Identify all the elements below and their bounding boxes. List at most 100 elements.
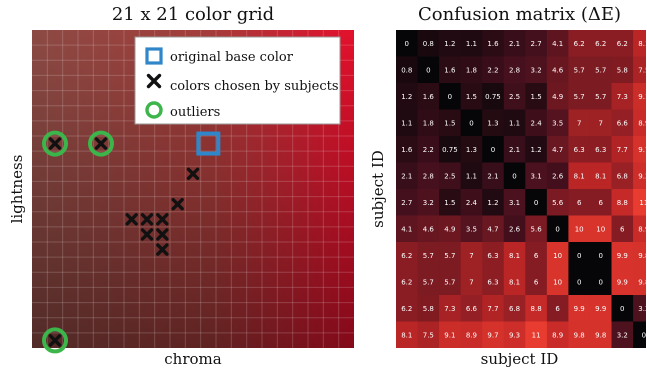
chosen-color-marker bbox=[140, 213, 154, 226]
matrix-cell bbox=[396, 56, 419, 84]
matrix-cell bbox=[568, 30, 591, 57]
matrix-cell-label: 9.8 bbox=[638, 278, 647, 286]
matrix-cell-label: 7.3 bbox=[617, 93, 628, 101]
matrix-cell-label: 8.9 bbox=[466, 331, 477, 339]
matrix-cell-label: 6.2 bbox=[617, 40, 628, 48]
matrix-cell-label: 1.5 bbox=[466, 93, 477, 101]
matrix-cell-label: 1.1 bbox=[466, 40, 477, 48]
matrix-cell-label: 10 bbox=[596, 225, 605, 233]
legend-outliers-symbol bbox=[145, 101, 163, 119]
matrix-cell bbox=[503, 109, 526, 137]
matrix-cell-label: 1.5 bbox=[444, 119, 455, 127]
matrix-cell bbox=[611, 30, 634, 57]
matrix-cell-label: 6 bbox=[620, 225, 625, 233]
matrix-cell-label: 3.5 bbox=[552, 119, 563, 127]
matrix-cell-label: 3.1 bbox=[531, 172, 542, 180]
matrix-cell bbox=[439, 242, 462, 269]
matrix-cell bbox=[633, 83, 646, 110]
matrix-x-axis-label: subject ID bbox=[480, 350, 559, 368]
matrix-cell bbox=[611, 242, 634, 269]
matrix-cell bbox=[417, 295, 440, 322]
matrix-cell-label: 8.1 bbox=[509, 278, 520, 286]
matrix-cell bbox=[396, 215, 419, 243]
matrix-cell-label: 9.9 bbox=[617, 278, 628, 286]
matrix-cell-label: 0 bbox=[555, 225, 559, 233]
matrix-cell bbox=[439, 295, 462, 322]
matrix-cell-label: 4.9 bbox=[552, 93, 563, 101]
outlier-marker bbox=[42, 327, 68, 354]
matrix-cell-label: 6 bbox=[577, 199, 582, 207]
matrix-cell-label: 1.1 bbox=[401, 119, 412, 127]
matrix-cell-label: 4.6 bbox=[552, 66, 564, 74]
matrix-cell-label: 3.1 bbox=[509, 199, 520, 207]
matrix-cell-label: 0 bbox=[405, 40, 409, 48]
matrix-cell bbox=[503, 56, 526, 84]
matrix-cell bbox=[525, 215, 548, 243]
matrix-cell-label: 5.8 bbox=[423, 305, 434, 313]
legend-outliers-label: outliers bbox=[170, 105, 220, 120]
matrix-cell bbox=[460, 83, 483, 110]
matrix-cell-label: 2.4 bbox=[466, 199, 478, 207]
matrix-cell bbox=[417, 242, 440, 269]
matrix-cell bbox=[460, 56, 483, 84]
matrix-cell bbox=[589, 30, 613, 57]
matrix-cell bbox=[589, 215, 613, 243]
matrix-cell bbox=[439, 215, 462, 243]
matrix-cell-label: 6 bbox=[534, 252, 539, 260]
matrix-cell bbox=[503, 162, 526, 190]
matrix-cell-label: 1.1 bbox=[466, 172, 477, 180]
matrix-cell-label: 1.5 bbox=[444, 199, 455, 207]
matrix-cell bbox=[546, 295, 569, 322]
legend-chosen-label: colors chosen by subjects bbox=[170, 79, 339, 94]
matrix-cell bbox=[439, 56, 462, 84]
matrix-cell-label: 7 bbox=[577, 119, 581, 127]
matrix-cell bbox=[633, 109, 646, 137]
matrix-cell bbox=[525, 295, 548, 322]
matrix-cell-label: 8.9 bbox=[638, 119, 647, 127]
matrix-cell bbox=[460, 136, 483, 163]
chosen-color-marker bbox=[156, 213, 169, 226]
matrix-cell bbox=[633, 268, 646, 296]
matrix-cell bbox=[611, 295, 634, 322]
matrix-cell bbox=[396, 162, 419, 190]
matrix-cell-label: 5.7 bbox=[574, 93, 585, 101]
matrix-cell bbox=[525, 83, 548, 110]
matrix-cell bbox=[525, 56, 548, 84]
matrix-cell-label: 6.3 bbox=[487, 252, 498, 260]
matrix-cell bbox=[417, 56, 440, 84]
matrix-cell-label: 5.7 bbox=[444, 252, 455, 260]
matrix-cell-label: 6.8 bbox=[617, 172, 628, 180]
matrix-cell bbox=[589, 56, 613, 84]
matrix-cell-label: 10 bbox=[553, 252, 562, 260]
matrix-cell-label: 7.5 bbox=[638, 66, 647, 74]
matrix-cell bbox=[417, 268, 440, 296]
matrix-cell-label: 4.1 bbox=[401, 225, 412, 233]
matrix-cell-label: 5.7 bbox=[423, 252, 434, 260]
matrix-cell-label: 8.9 bbox=[552, 331, 563, 339]
matrix-cell bbox=[633, 215, 646, 243]
matrix-cell bbox=[396, 30, 419, 57]
matrix-cell bbox=[568, 215, 591, 243]
matrix-cell-label: 5.7 bbox=[444, 278, 455, 286]
matrix-cell bbox=[460, 162, 483, 190]
matrix-cell bbox=[589, 268, 613, 296]
matrix-cell-label: 9.9 bbox=[617, 252, 628, 260]
matrix-cell bbox=[568, 321, 591, 348]
matrix-cell bbox=[417, 30, 440, 57]
matrix-cell-label: 9.8 bbox=[595, 331, 606, 339]
matrix-cell-label: 4.9 bbox=[444, 225, 455, 233]
matrix-cell bbox=[568, 83, 591, 110]
chosen-color-marker bbox=[156, 243, 169, 256]
matrix-cell bbox=[417, 321, 440, 348]
matrix-cell-label: 10 bbox=[575, 225, 584, 233]
matrix-cell bbox=[546, 215, 569, 243]
outlier-marker bbox=[42, 130, 68, 157]
matrix-cell bbox=[460, 295, 483, 322]
matrix-cell bbox=[460, 30, 483, 57]
matrix-cell bbox=[439, 321, 462, 348]
matrix-cell bbox=[503, 189, 526, 216]
legend-chosen-symbol bbox=[146, 73, 162, 89]
matrix-cell bbox=[525, 268, 548, 296]
matrix-cell-label: 1.8 bbox=[466, 66, 477, 74]
matrix-cell bbox=[503, 295, 526, 322]
